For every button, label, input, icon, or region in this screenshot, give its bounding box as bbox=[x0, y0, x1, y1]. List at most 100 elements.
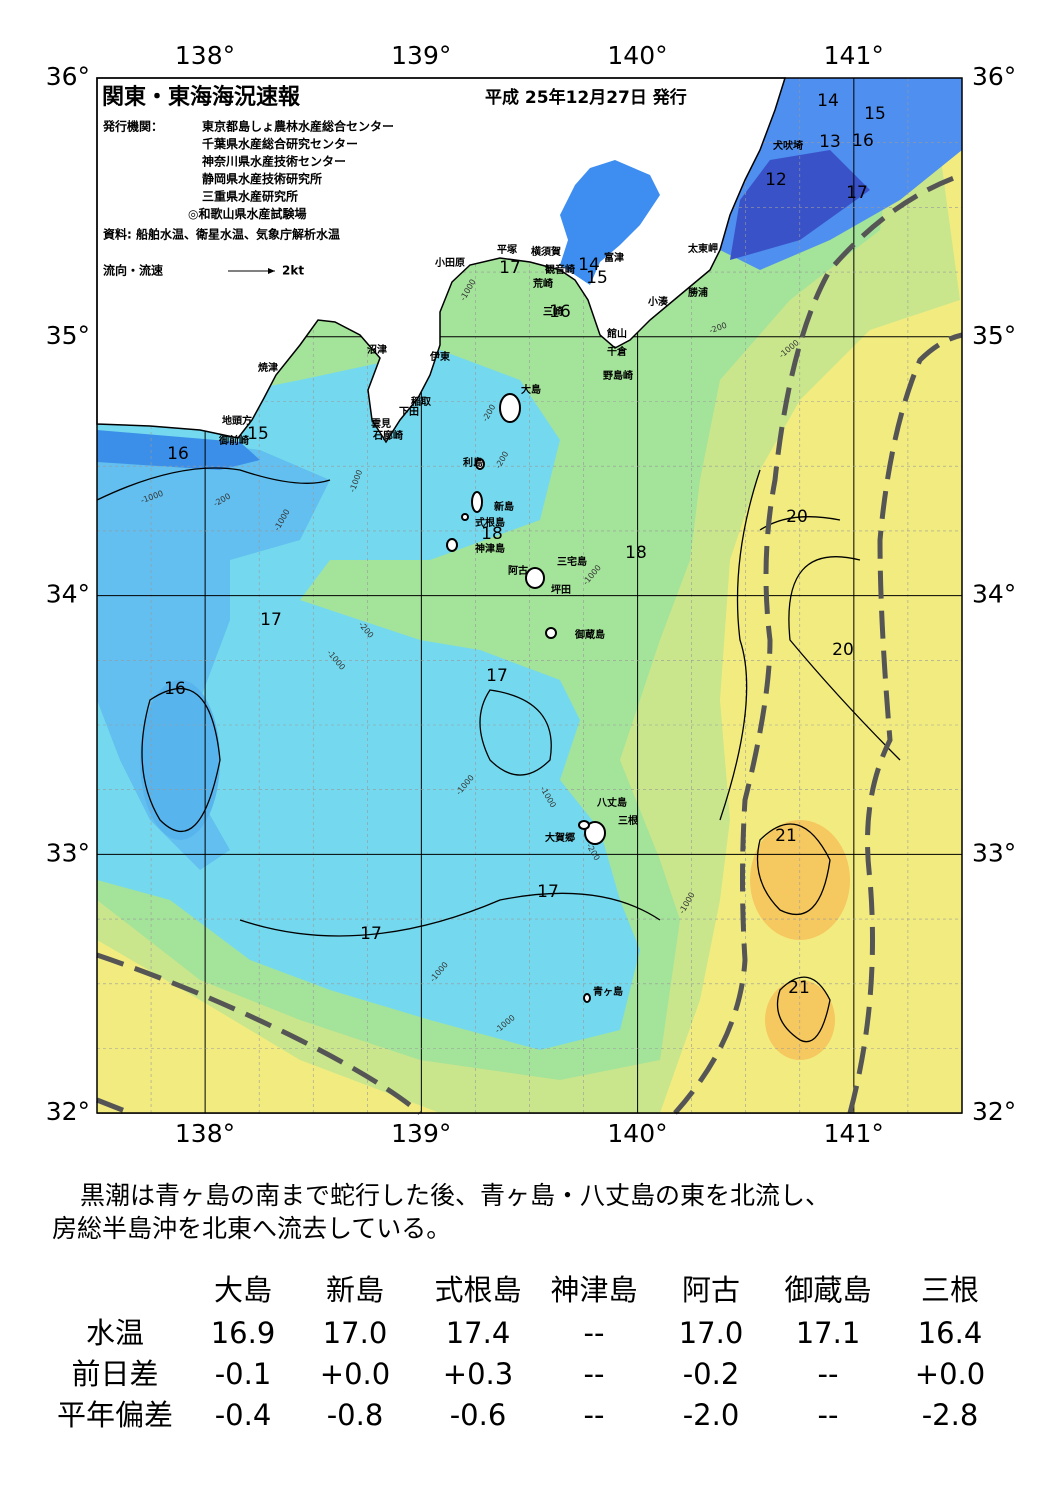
place-name: 三崎 bbox=[543, 305, 563, 318]
lat-label: 33° bbox=[972, 838, 1016, 867]
lat-label: 35° bbox=[46, 321, 90, 350]
place-name: 野島崎 bbox=[603, 369, 633, 382]
place-name: 阿古 bbox=[508, 564, 528, 577]
table-header: 新島 bbox=[326, 1273, 384, 1307]
table-cell: -- bbox=[584, 1357, 605, 1391]
table-cell: -- bbox=[584, 1316, 605, 1350]
legend-arrow bbox=[228, 268, 275, 274]
lon-label: 138° bbox=[175, 41, 235, 70]
table-cell: 17.4 bbox=[446, 1316, 511, 1350]
row-label: 平年偏差 bbox=[57, 1398, 173, 1432]
description: 黒潮は青ヶ島の南まで蛇行した後、青ヶ島・八丈島の東を北流し、 bbox=[80, 1181, 830, 1210]
lon-label: 140° bbox=[607, 41, 667, 70]
place-name: 大島 bbox=[521, 383, 541, 396]
issuer: 東京都島しょ農林水産総合センター bbox=[202, 119, 394, 134]
issuer: 三重県水産研究所 bbox=[202, 189, 298, 204]
place-name: 石廊崎 bbox=[372, 429, 403, 442]
title: 関東・東海海況速報 bbox=[102, 84, 301, 110]
contour-label: 17 bbox=[499, 258, 521, 278]
isotherms bbox=[96, 467, 901, 1043]
issue-date: 平成 25年12月27日 発行 bbox=[485, 87, 687, 108]
issuer: 千葉県水産総合研究センター bbox=[202, 136, 358, 151]
place-name: 沼津 bbox=[367, 343, 387, 356]
place-name: 勝浦 bbox=[688, 286, 708, 299]
table-cell: 17.0 bbox=[679, 1316, 744, 1350]
place-name: 横須賀 bbox=[531, 245, 561, 258]
table-header: 神津島 bbox=[550, 1273, 637, 1307]
place-name: 焼津 bbox=[258, 361, 278, 374]
table-cell: -0.4 bbox=[215, 1398, 272, 1432]
contour-label: 16 bbox=[549, 302, 571, 322]
table-header: 式根島 bbox=[434, 1273, 521, 1307]
contour-label: 17 bbox=[260, 610, 282, 630]
contour-label: 16 bbox=[852, 131, 874, 151]
place-name: 青ヶ島 bbox=[593, 985, 623, 998]
islands bbox=[446, 393, 606, 1003]
lon-label: 138° bbox=[175, 1119, 235, 1148]
place-name: 雲見 bbox=[371, 418, 391, 430]
lon-label: 141° bbox=[824, 1119, 884, 1148]
place-name: 荒崎 bbox=[532, 277, 553, 290]
contour-label: 20 bbox=[786, 507, 808, 527]
place-name: 坪田 bbox=[551, 583, 571, 596]
place-name: 小田原 bbox=[434, 256, 465, 269]
table-cell: +0.0 bbox=[915, 1357, 985, 1391]
row-label: 水温 bbox=[86, 1316, 144, 1350]
table-header: 阿古 bbox=[682, 1273, 740, 1307]
table-cell: 16.9 bbox=[211, 1316, 276, 1350]
place-name: 新島 bbox=[494, 500, 514, 513]
lon-label: 140° bbox=[607, 1119, 667, 1148]
legend-scale: 2kt bbox=[282, 264, 304, 278]
place-name: 観音崎 bbox=[545, 263, 575, 276]
table-cell: +0.0 bbox=[320, 1357, 390, 1391]
table-cell: -0.8 bbox=[327, 1398, 384, 1432]
legend-label: 流向・流速 bbox=[103, 263, 163, 278]
contour-label: 18 bbox=[625, 543, 647, 563]
kuroshio-axis bbox=[96, 172, 963, 1116]
table-cell: -2.8 bbox=[922, 1398, 979, 1432]
lon-label: 139° bbox=[391, 1119, 451, 1148]
contour-label: 17 bbox=[846, 183, 868, 203]
place-name: 下田 bbox=[399, 406, 419, 418]
table-cell: 17.1 bbox=[796, 1316, 861, 1350]
source: 資料: 船舶水温、衛星水温、気象庁解析水温 bbox=[103, 227, 340, 242]
contour-label: 13 bbox=[819, 132, 841, 152]
contour-label: 21 bbox=[775, 826, 797, 846]
contour-label: 17 bbox=[360, 924, 382, 944]
place-name: 稲取 bbox=[411, 395, 432, 408]
contour-label: 15 bbox=[864, 104, 886, 124]
contour-label: 17 bbox=[537, 882, 559, 902]
table-cell: 16.4 bbox=[918, 1316, 983, 1350]
table-cell: -2.0 bbox=[683, 1398, 740, 1432]
place-name: 富津 bbox=[604, 251, 624, 264]
contour-label: 15 bbox=[247, 424, 269, 444]
table-cell: -0.6 bbox=[450, 1398, 507, 1432]
contour-label: 18 bbox=[481, 524, 503, 544]
place-name: 大賀郷 bbox=[545, 831, 575, 844]
contour-label: 17 bbox=[486, 666, 508, 686]
contour-label: 16 bbox=[164, 679, 186, 699]
place-name: 犬吠埼 bbox=[773, 139, 803, 152]
issuer: 神奈川県水産技術センター bbox=[202, 154, 346, 169]
table-cell: 17.0 bbox=[323, 1316, 388, 1350]
contour-label: 14 bbox=[817, 91, 839, 111]
description: 房総半島沖を北東へ流去している。 bbox=[52, 1214, 451, 1243]
place-name: 地頭方 bbox=[222, 414, 252, 427]
table-header: 御蔵島 bbox=[784, 1273, 871, 1307]
lon-label: 141° bbox=[824, 41, 884, 70]
contour-label: 21 bbox=[788, 978, 810, 998]
place-name: 利島 bbox=[463, 456, 483, 469]
place-name: 神津島 bbox=[475, 542, 505, 555]
contour-label: 16 bbox=[167, 444, 189, 464]
contour-label: 15 bbox=[586, 268, 608, 288]
contour-label: 20 bbox=[832, 640, 854, 660]
place-name: 平塚 bbox=[497, 243, 517, 256]
place-name: 式根島 bbox=[475, 516, 505, 529]
place-name: 八丈島 bbox=[596, 796, 627, 809]
contour-label: 12 bbox=[765, 170, 787, 190]
lat-label: 34° bbox=[46, 580, 90, 609]
table-cell: -- bbox=[818, 1398, 839, 1432]
issuer: 静岡県水産技術研究所 bbox=[202, 171, 322, 186]
